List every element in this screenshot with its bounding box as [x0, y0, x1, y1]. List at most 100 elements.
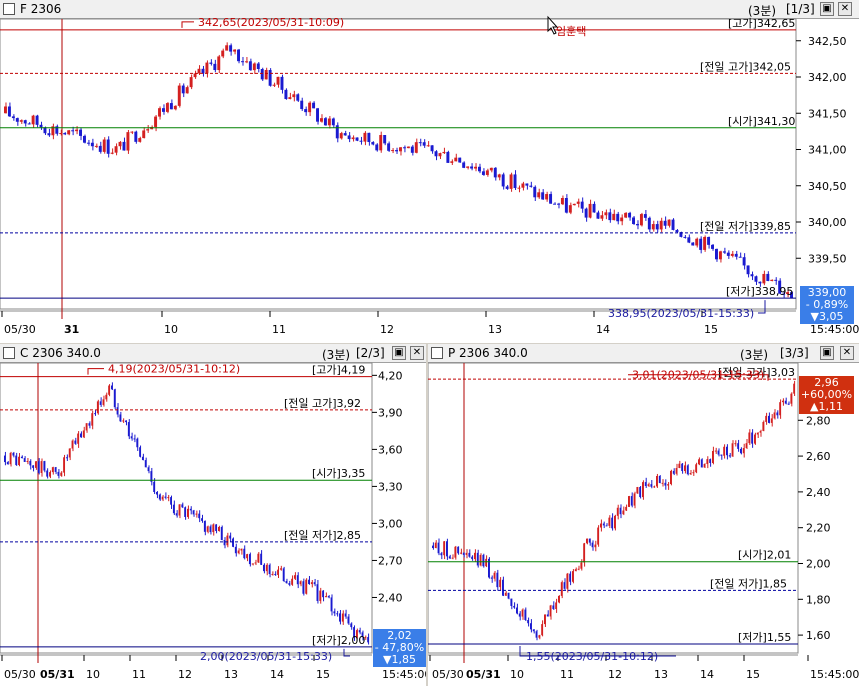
- candle-body: [632, 217, 635, 225]
- candle-body: [161, 496, 164, 500]
- candle-body: [71, 440, 74, 449]
- candle-body: [57, 471, 60, 476]
- panel-title: P 2306 340.0: [448, 346, 528, 360]
- futures-candlestick-chart[interactable]: 342,50 342,00 341,50 341,00 340,50 340,00 339,…: [0, 15, 859, 343]
- call-titlebar[interactable]: C 2306 340.0 (3분) [2/3] ▣ ✕: [0, 344, 426, 363]
- x-tick-label: 14: [596, 323, 610, 336]
- futures-titlebar[interactable]: F 2306 (3분) [1/3] ▣ ✕: [0, 0, 859, 19]
- maximize-icon[interactable]: ▣: [820, 346, 834, 360]
- candle-body: [468, 552, 471, 557]
- candle-body: [580, 201, 584, 209]
- candle-body: [482, 554, 485, 567]
- candle-body: [240, 548, 243, 551]
- x-tick-label: 11: [272, 323, 286, 336]
- candle-body: [692, 472, 695, 474]
- candle-body: [410, 146, 414, 153]
- candle-body: [339, 133, 343, 139]
- candle-body: [549, 194, 553, 204]
- candle-body: [722, 251, 726, 253]
- candle-body: [189, 508, 192, 511]
- candle-body: [192, 510, 195, 515]
- candle-body: [726, 446, 728, 456]
- candle-body: [485, 170, 489, 175]
- candle-body: [193, 73, 197, 78]
- y-tick-label: 1,60: [806, 629, 831, 642]
- x-tick-label: 31: [64, 323, 79, 336]
- candle-body: [213, 63, 217, 71]
- ref-line-label: [고가]342,65: [728, 17, 795, 30]
- candle-body: [347, 135, 351, 140]
- candle-body: [513, 174, 517, 189]
- candle-body: [474, 552, 476, 560]
- put-titlebar[interactable]: P 2306 340.0 (3분) [3/3] ▣ ✕: [428, 344, 859, 363]
- candle-body: [566, 573, 569, 589]
- panel-title: C 2306 340.0: [20, 346, 101, 360]
- candle-body: [773, 412, 776, 419]
- candle-body: [790, 393, 793, 404]
- candle-body: [75, 129, 79, 132]
- candle-body: [457, 546, 459, 554]
- ref-line-label: [전일 저가]2,85: [284, 528, 361, 542]
- candle-body: [557, 203, 560, 205]
- x-tick-label: 14: [700, 668, 714, 681]
- y-tick-label: 2,60: [806, 450, 831, 463]
- put-candlestick-chart[interactable]: 2,80 2,60 2,40 2,20 2,00 1,80 1,60 05/30 05/31 10…: [428, 362, 859, 686]
- x-tick-label: 12: [608, 668, 622, 681]
- candle-body: [671, 219, 675, 230]
- candle-body: [442, 151, 446, 154]
- candle-body: [622, 510, 625, 515]
- candle-body: [27, 123, 31, 125]
- candle-body: [308, 579, 310, 585]
- candle-body: [150, 471, 153, 482]
- candle-body: [264, 69, 268, 80]
- candle-body: [308, 102, 312, 113]
- candle-body: [355, 137, 359, 141]
- candle-body: [130, 436, 133, 439]
- close-icon[interactable]: ✕: [838, 2, 852, 16]
- candle-body: [18, 456, 20, 466]
- call-candlestick-chart[interactable]: 4,20 3,90 3,60 3,30 3,00 2,70 2,40 05/30 05/31 10…: [0, 362, 426, 686]
- candle-body: [139, 447, 141, 457]
- candle-body: [153, 481, 156, 493]
- candle-body: [147, 467, 150, 472]
- y-tick-label: 3,60: [378, 443, 403, 456]
- candle-body: [703, 463, 706, 468]
- candle-body: [146, 129, 150, 131]
- candle-body: [4, 455, 6, 463]
- candle-body: [234, 546, 237, 554]
- candle-body: [154, 116, 158, 127]
- candle-body: [276, 76, 280, 85]
- candle-body: [7, 106, 11, 117]
- candle-body: [335, 125, 339, 139]
- close-icon[interactable]: ✕: [840, 346, 854, 360]
- candle-body: [592, 203, 596, 213]
- candle-body: [169, 103, 173, 110]
- panel-select-checkbox[interactable]: [431, 347, 443, 359]
- candle-body: [650, 484, 653, 487]
- candle-body: [371, 142, 375, 145]
- candle-body: [720, 454, 723, 456]
- candle-body: [399, 147, 402, 152]
- candle-body: [770, 418, 773, 423]
- candle-body: [586, 538, 588, 544]
- candle-body: [272, 84, 276, 86]
- maximize-icon[interactable]: ▣: [820, 2, 834, 16]
- candle-body: [126, 132, 130, 151]
- maximize-icon[interactable]: ▣: [392, 346, 406, 360]
- badge-percent: - 47,80%: [374, 641, 425, 654]
- panel-select-checkbox[interactable]: [3, 3, 15, 15]
- badge-change: ▼3,05: [810, 310, 844, 323]
- candle-body: [23, 120, 27, 124]
- page-indicator: [3/3]: [780, 346, 809, 360]
- low-marker-arrow: [343, 648, 350, 657]
- candle-body: [661, 482, 664, 484]
- candle-body: [659, 220, 663, 230]
- candle-body: [689, 472, 692, 475]
- candle-body: [60, 472, 63, 476]
- candle-body: [6, 462, 9, 465]
- panel-select-checkbox[interactable]: [3, 347, 15, 359]
- close-icon[interactable]: ✕: [410, 346, 424, 360]
- candle-body: [709, 459, 711, 463]
- candle-body: [118, 141, 122, 147]
- ref-line-label: [전일 저가]339,85: [700, 219, 791, 233]
